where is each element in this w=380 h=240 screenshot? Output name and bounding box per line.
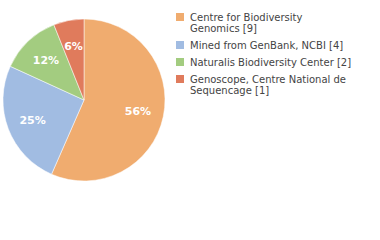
- legend-swatch: [176, 58, 184, 66]
- legend-swatch: [176, 75, 184, 83]
- legend-label-line: Genomics [9]: [190, 23, 257, 34]
- data-label: 56%: [125, 105, 151, 118]
- legend-label: Mined from GenBank, NCBI [4]: [190, 40, 343, 51]
- legend-label-line: Genoscope, Centre National de: [190, 74, 346, 85]
- data-label: 12%: [33, 54, 59, 67]
- pie: [3, 19, 165, 181]
- legend-label: Genoscope, Centre National deSequencage …: [190, 74, 346, 96]
- legend-label-line: Mined from GenBank, NCBI [4]: [190, 40, 343, 51]
- legend-swatch: [176, 41, 184, 49]
- legend-label: Centre for BiodiversityGenomics [9]: [190, 12, 303, 34]
- chart: 56% 25% 12% 6% Centre for BiodiversityGenomi…: [0, 0, 380, 240]
- chart-container: 56% 25% 12% 6% Centre for BiodiversityGenomi…: [0, 0, 380, 240]
- legend-label-line: Sequencage [1]: [190, 85, 269, 96]
- legend-label-line: Centre for Biodiversity: [190, 12, 303, 23]
- legend-swatch: [176, 13, 184, 21]
- data-label: 6%: [64, 40, 83, 53]
- data-labels: 56% 25% 12% 6%: [19, 40, 151, 127]
- legend-label: Naturalis Biodiversity Center [2]: [190, 57, 351, 68]
- data-label: 25%: [19, 114, 45, 127]
- legend-label-line: Naturalis Biodiversity Center [2]: [190, 57, 351, 68]
- legend: Centre for BiodiversityGenomics [9] Mined…: [176, 12, 351, 96]
